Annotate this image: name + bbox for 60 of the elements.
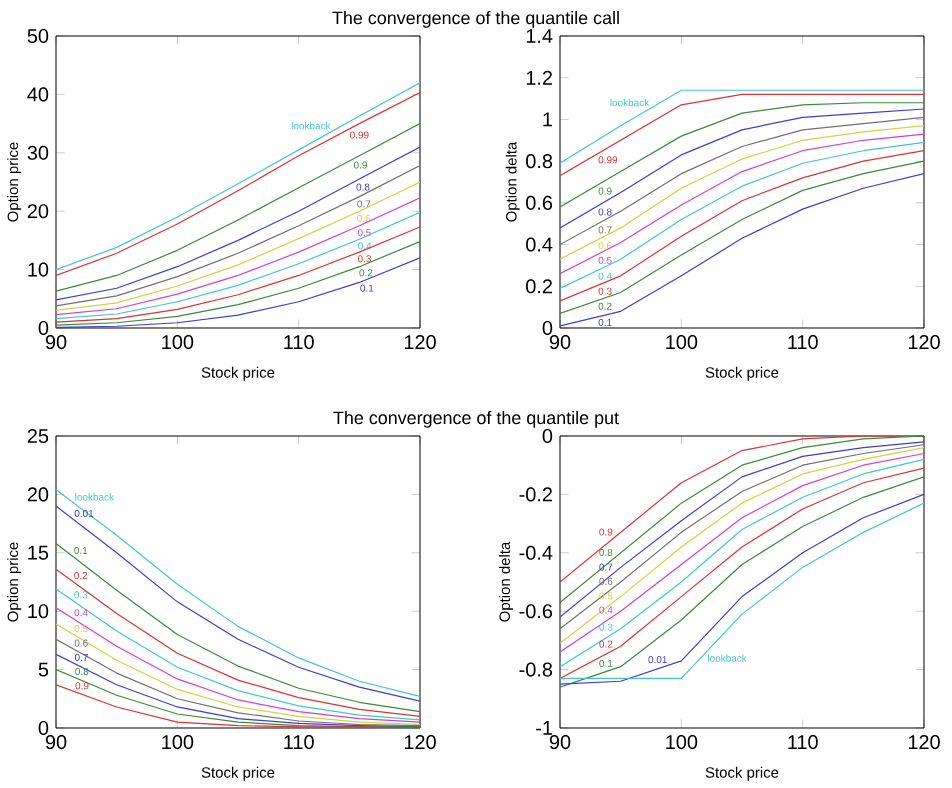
x-tick-label: 110 [284,335,314,350]
x-tick-label: 100 [666,735,698,750]
line-series [56,607,420,724]
line-series [56,146,420,301]
y-tick-label: 1 [543,112,553,127]
y-tick-label: 15 [28,546,49,561]
x-tick-label: 90 [549,735,571,750]
line-series [56,226,420,324]
x-tick-label: 110 [788,335,818,350]
y-tick-label: 0.6 [526,196,553,211]
y-tick-label: 20 [27,487,49,502]
text: The convergence of the quantile put [333,411,619,429]
y-tick-label: 20 [27,204,49,219]
x-tick-label: 90 [549,335,571,350]
line-series [560,117,924,246]
x-tick-label: 100 [162,335,194,350]
line-series [56,543,420,713]
y-tick-label: -0.2 [519,487,552,502]
y-tick-label: 0 [38,721,49,736]
x-tick-label: 90 [45,335,67,350]
line-series [56,212,420,320]
x-tick-label: 120 [404,735,436,750]
text: The convergence of the quantile call [332,11,619,29]
y-tick-label: 10 [28,262,49,277]
y-tick-label: 0 [38,321,49,336]
y-tick-label: -0.4 [519,546,553,561]
line-series [56,684,420,729]
y-tick-label: 0.4 [526,237,553,252]
x-tick-label: 100 [666,335,698,350]
y-tick-label: 30 [27,146,49,161]
line-series [560,102,924,208]
y-tick-label: 1.4 [526,29,553,44]
y-tick-label: 0.2 [526,279,552,294]
line-series [56,257,420,329]
line-series [56,623,420,726]
y-tick-label: 1.2 [526,71,552,85]
line-series [56,123,420,293]
x-tick-label: 120 [404,335,436,350]
y-tick-label: 0 [542,321,553,336]
y-tick-label: 40 [27,87,49,102]
y-tick-label: 5 [38,662,49,677]
line-series [56,568,420,718]
line-series [56,588,420,721]
line-series [560,108,924,229]
y-tick-label: -0.8 [519,662,553,677]
x-tick-label: 110 [788,735,818,750]
y-tick-label: 25 [27,429,49,444]
x-tick-label: 90 [45,735,67,750]
y-tick-label: 50 [27,29,49,44]
x-tick-label: 110 [284,735,314,750]
x-tick-label: 120 [908,735,940,750]
y-tick-label: -1 [536,721,553,736]
line-series [56,241,420,326]
y-tick-label: 10 [28,604,49,619]
line-series [56,638,420,727]
y-tick-label: 0 [542,429,553,444]
x-tick-label: 120 [908,335,940,350]
y-tick-label: 0.8 [526,154,553,169]
x-tick-label: 100 [162,735,194,750]
y-tick-label: -0.6 [519,604,553,619]
